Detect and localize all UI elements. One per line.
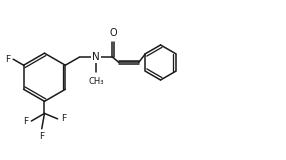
Text: F: F bbox=[39, 132, 44, 141]
Text: F: F bbox=[5, 55, 10, 64]
Text: F: F bbox=[61, 114, 66, 123]
Text: O: O bbox=[109, 28, 117, 38]
Text: N: N bbox=[92, 52, 100, 62]
Text: F: F bbox=[23, 116, 28, 126]
Text: CH₃: CH₃ bbox=[88, 77, 104, 86]
